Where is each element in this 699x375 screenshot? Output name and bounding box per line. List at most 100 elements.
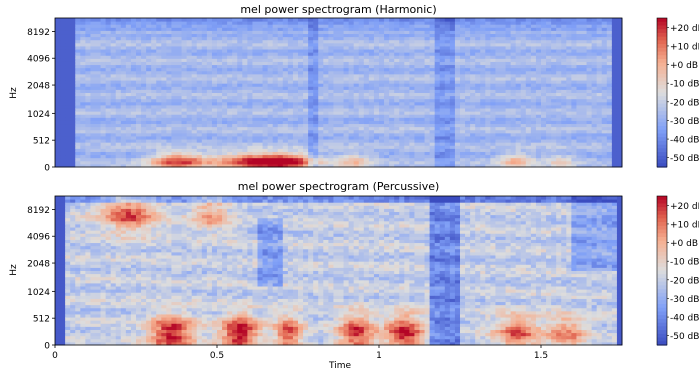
heatmap-cell [90,132,96,137]
heatmap-cell [480,95,486,100]
heatmap-cell [262,114,269,118]
heatmap-cell [201,83,208,87]
heatmap-cell [232,142,238,146]
heatmap-cell [460,111,466,115]
heatmap-cell [292,160,299,165]
heatmap-cell [444,123,451,128]
heatmap-cell [571,27,577,31]
heatmap-cell [343,135,350,140]
heatmap-cell [211,154,218,159]
heatmap-cell [358,160,365,165]
heatmap-cell [323,76,329,81]
heatmap-cell [338,132,345,137]
heatmap-cell [80,76,86,81]
heatmap-cell [95,142,102,146]
heatmap-cell [551,142,557,146]
heatmap-cell [571,73,577,78]
heatmap-cell [373,80,380,84]
heatmap-cell [171,123,177,128]
heatmap-cell [525,39,532,44]
heatmap-cell [105,58,112,62]
heatmap-cell [530,89,537,93]
heatmap-cell [75,154,81,159]
heatmap-cell [287,139,294,143]
heatmap-cell [480,58,486,62]
heatmap-cell [130,157,137,162]
heatmap-cell [105,126,112,131]
heatmap-cell [348,145,355,149]
heatmap-cell [130,80,137,84]
heatmap-cell [404,92,410,97]
heatmap-cell [454,163,461,168]
heatmap-cell [217,120,223,125]
heatmap-cell [546,154,552,159]
heatmap-cell [211,49,218,53]
heatmap-cell [232,139,238,143]
heatmap-cell [535,49,542,53]
heatmap-cell [576,139,582,143]
heatmap-cell [470,132,476,137]
heatmap-cell [222,120,228,125]
heatmap-cell [100,120,107,125]
heatmap-cell [485,101,491,106]
heatmap-cell [298,76,304,81]
heatmap-cell [85,86,91,90]
heatmap-cell [505,80,512,84]
heatmap-cell [389,132,395,137]
heatmap-cell [222,76,228,81]
heatmap-cell [429,49,436,53]
heatmap-cell [480,83,486,87]
heatmap-cell [262,52,269,56]
heatmap-cell [384,163,390,168]
heatmap-cell [141,145,147,149]
heatmap-cell [363,36,370,41]
heatmap-cell [176,33,183,38]
heatmap-cell [409,148,415,152]
heatmap-cell [353,33,360,38]
heatmap-cell [181,135,188,140]
heatmap-cell [232,83,238,87]
heatmap-cell [186,111,193,115]
heatmap-cell [323,108,329,112]
heatmap-cell [303,92,309,97]
heatmap-cell [328,42,334,47]
heatmap-cell [252,114,258,118]
heatmap-cell [424,160,431,165]
heatmap-cell [515,114,522,118]
heatmap-cell [191,117,198,121]
heatmap-cell [105,89,112,93]
heatmap-cell [363,83,370,87]
heatmap-cell [551,83,557,87]
heatmap-cell [404,148,410,152]
heatmap-cell [399,126,405,131]
heatmap-cell [65,36,71,41]
heatmap-cell [161,89,167,93]
heatmap-cell [217,36,223,41]
heatmap-cell [566,58,572,62]
heatmap-cell [495,64,501,69]
heatmap-cell [571,64,577,69]
heatmap-cell [460,101,466,106]
heatmap-cell [211,101,218,106]
heatmap-cell [399,64,405,69]
heatmap-cell [556,52,562,56]
heatmap-cell [206,18,213,22]
heatmap-cell [525,154,532,159]
heatmap-cell [151,86,157,90]
heatmap-cell [379,39,385,44]
heatmap-cell [399,95,405,100]
heatmap-cell [115,42,122,47]
heatmap-cell [277,67,284,72]
heatmap-cell [100,76,107,81]
heatmap-cell [409,135,415,140]
heatmap-cell [85,120,91,125]
heatmap-cell [217,18,223,22]
heatmap-cell [303,126,309,131]
heatmap-cell [242,45,248,50]
heatmap-cell [146,24,152,28]
heatmap-cell [151,160,157,165]
heatmap-cell [191,95,198,100]
heatmap-cell [348,18,355,22]
heatmap-cell [409,142,415,146]
heatmap-cell [465,18,471,22]
